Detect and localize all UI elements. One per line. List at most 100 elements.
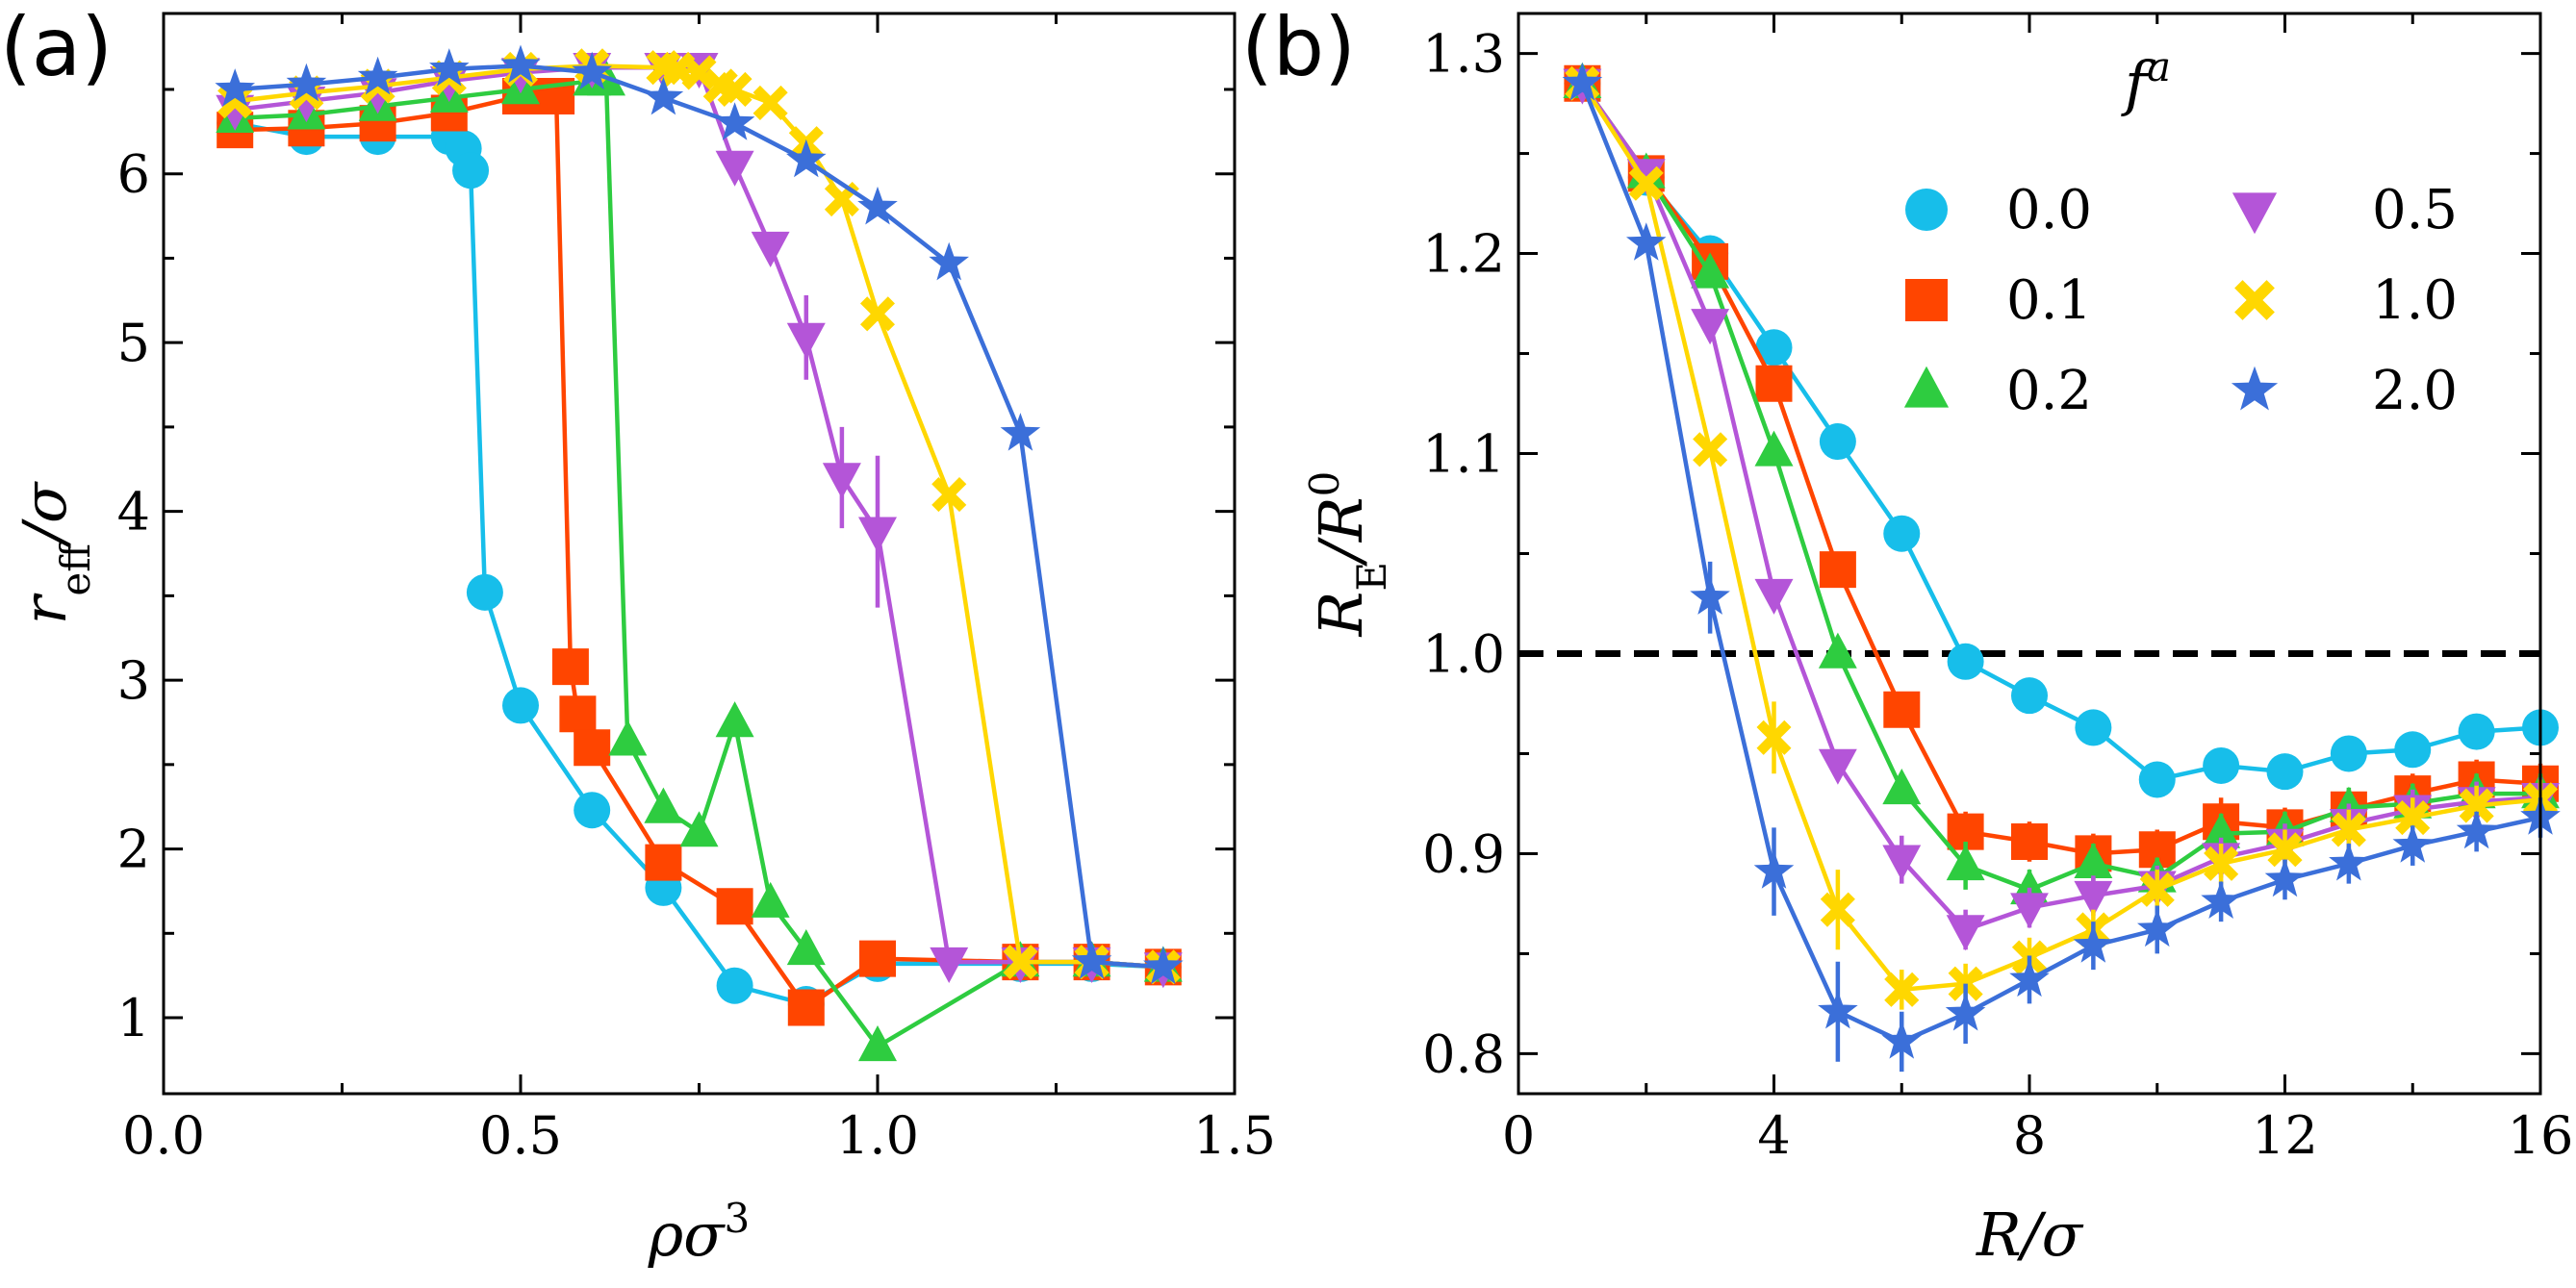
data-point (2458, 713, 2495, 750)
data-point (1626, 222, 1667, 261)
y-tick-label: 2 (117, 820, 150, 880)
data-point (1947, 813, 1984, 850)
data-point (1882, 769, 1922, 805)
x-tick-label: 4 (1757, 1105, 1790, 1166)
data-point (2329, 843, 2369, 881)
data-point (1755, 329, 1793, 366)
data-point (1947, 643, 1984, 680)
data-point (716, 967, 753, 1004)
legend-label-2-0: 2.0 (2372, 360, 2458, 422)
data-point (2074, 880, 2113, 917)
data-point (286, 63, 327, 102)
legend-entry-0-2: 0.2 (1903, 360, 2092, 422)
data-point (2330, 735, 2367, 772)
plot-frame (1517, 12, 2542, 1096)
data-point (1071, 941, 1112, 979)
data-point (2203, 746, 2240, 784)
label-part: /σ (10, 481, 80, 548)
label-part: E (1348, 562, 1395, 592)
data-point (1691, 309, 1730, 345)
series-line-0-2 (235, 78, 1163, 1049)
legend-marker-0-0 (1905, 189, 1948, 231)
data-point (429, 48, 470, 87)
y-tick-label: 0.9 (1422, 823, 1505, 884)
data-point (931, 477, 967, 513)
legend-title: fa (2121, 43, 2171, 119)
data-point (858, 517, 897, 553)
data-point (2139, 871, 2175, 907)
label-part: eff (52, 541, 99, 596)
x-tick-label: 1.5 (1193, 1105, 1276, 1166)
data-point (559, 695, 597, 733)
data-point (1693, 432, 1728, 467)
data-point (452, 152, 490, 189)
y-axis-label: RE/R0 (1301, 471, 1395, 638)
data-point (2011, 823, 2048, 860)
data-point (2264, 858, 2306, 897)
series-line-0-0 (234, 120, 1163, 1007)
legend-label-0-1: 0.1 (2006, 269, 2092, 332)
data-point (551, 648, 589, 686)
x-tick-label: 0.0 (122, 1105, 205, 1166)
data-point (2138, 831, 2176, 869)
legend-marker-0-1 (1905, 279, 1948, 321)
data-point (1883, 691, 1921, 728)
data-point (1884, 972, 1920, 1007)
label-part: ρσ (648, 1200, 726, 1270)
data-point (2392, 824, 2433, 863)
data-point (2011, 677, 2048, 715)
legend-marker-2-0 (2231, 366, 2279, 411)
data-point (2394, 731, 2432, 769)
legend-title-part: a (2147, 43, 2171, 90)
series-0-5 (216, 53, 1183, 989)
legend-entry-0-5: 0.5 (2232, 179, 2458, 241)
data-point (2395, 800, 2431, 836)
data-point (645, 844, 682, 881)
panel-b: (b)0 4 8 12 160.80.91.01.11.21.3R/σRE/R0fa0.… (1241, 0, 2573, 1270)
data-point (572, 51, 612, 90)
legend-label-1-0: 1.0 (2372, 269, 2458, 332)
data-point (929, 241, 969, 281)
data-point (502, 687, 539, 724)
series-line-1-0 (1580, 82, 2541, 993)
legend-label-0-2: 0.2 (2006, 360, 2092, 422)
series-0-0 (1564, 64, 2559, 798)
data-point (1818, 748, 1857, 785)
data-point (751, 231, 790, 267)
data-point (787, 989, 825, 1026)
y-tick-label: 1.3 (1422, 24, 1505, 85)
legend-marker-0-2 (1903, 366, 1950, 408)
data-point (1820, 892, 1855, 927)
x-axis-label: R/σ (1976, 1200, 2084, 1270)
data-point (1946, 915, 1985, 951)
series-line-0-1 (1580, 82, 2541, 856)
x-tick-label: 1.0 (836, 1105, 919, 1166)
data-point (1946, 845, 1985, 881)
data-point (1818, 632, 1857, 669)
data-point (466, 573, 503, 611)
data-point (2204, 846, 2239, 881)
series-1-0 (1565, 65, 2559, 1010)
data-point (1690, 576, 1730, 615)
data-point (1755, 365, 1793, 402)
ticks (162, 13, 1237, 1094)
data-point (2459, 788, 2494, 823)
y-tick-label: 3 (117, 650, 150, 711)
series-line-2-0 (1580, 82, 2541, 1045)
data-point (1691, 252, 1730, 289)
data-point (752, 85, 788, 120)
data-point (824, 182, 859, 217)
x-tick-label: 0 (1502, 1105, 1535, 1166)
data-point (930, 947, 969, 983)
data-point (500, 44, 541, 84)
data-point (857, 186, 898, 225)
data-point (2138, 761, 2176, 798)
y-tick-label: 0.8 (1422, 1023, 1505, 1084)
y-tick-label: 1.2 (1422, 224, 1505, 285)
y-axis-label: reff/σ (10, 481, 99, 624)
x-axis-label: ρσ3 (648, 1195, 751, 1271)
data-point (2075, 709, 2112, 746)
data-point (574, 792, 611, 829)
data-point (1753, 850, 1795, 889)
